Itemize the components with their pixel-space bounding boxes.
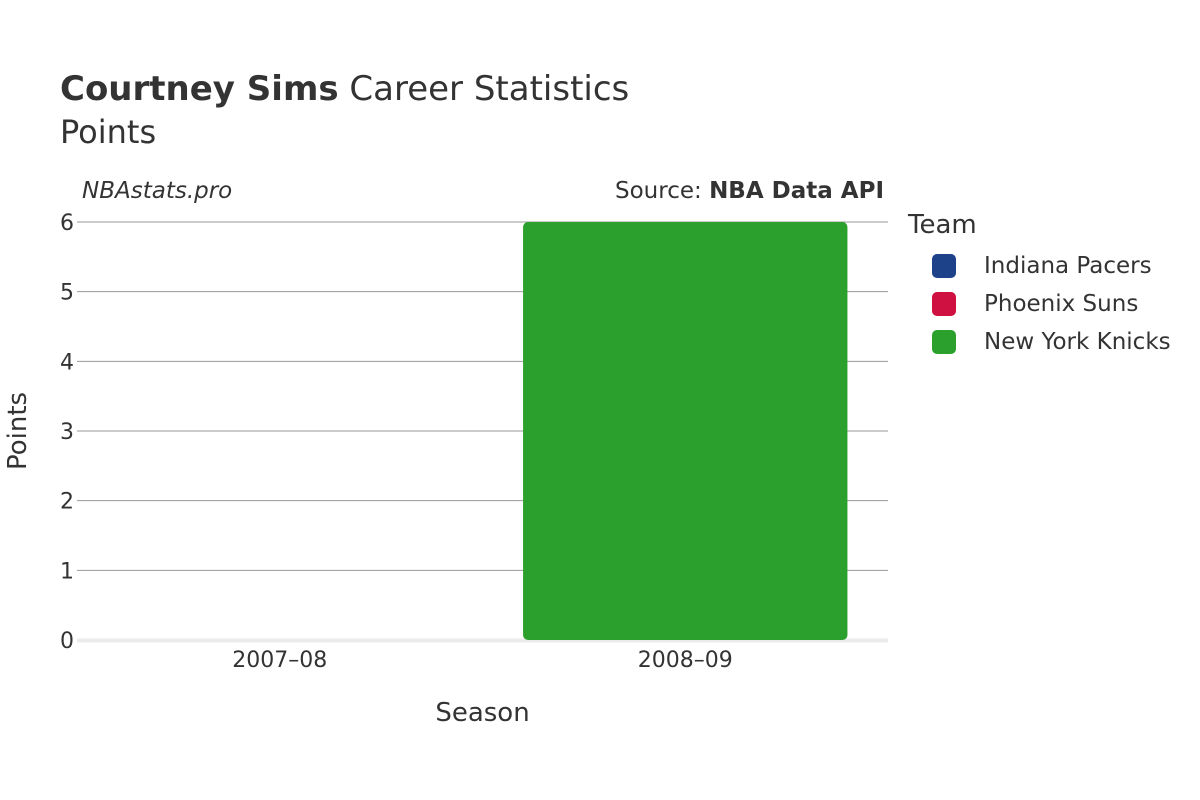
y-tick-label: 5 <box>60 281 74 306</box>
legend-label: Indiana Pacers <box>984 253 1152 279</box>
chart-title: Courtney Sims Career Statistics <box>60 68 629 110</box>
legend-item-indiana-pacers[interactable]: Indiana Pacers <box>932 253 1152 279</box>
bars <box>523 222 848 640</box>
legend-label: New York Knicks <box>984 329 1171 355</box>
legend-swatch-phoenix-suns <box>932 292 956 316</box>
source-prefix: Source: <box>615 178 710 204</box>
y-tick-label: 1 <box>60 559 74 584</box>
x-axis-title: Season <box>435 698 529 728</box>
source-credit: Source: NBA Data API <box>615 178 884 204</box>
y-tick-label: 3 <box>60 420 74 445</box>
y-tick-label: 6 <box>60 211 74 236</box>
axes: 0 1 2 3 4 5 6 2007–08 2008–09 Season Points <box>3 211 733 728</box>
legend-swatch-indiana-pacers <box>932 254 956 278</box>
legend-title: Team <box>908 210 977 240</box>
legend-item-phoenix-suns[interactable]: Phoenix Suns <box>932 291 1138 317</box>
source-name: NBA Data API <box>709 178 884 204</box>
x-tick-label: 2007–08 <box>232 648 327 673</box>
chart-title-player: Courtney Sims <box>60 69 339 109</box>
legend-label: Phoenix Suns <box>984 291 1139 317</box>
chart-title-rest: Career Statistics <box>338 69 630 109</box>
y-tick-label: 0 <box>60 629 74 654</box>
y-tick-label: 2 <box>60 490 74 515</box>
legend-item-new-york-knicks[interactable]: New York Knicks <box>932 329 1171 355</box>
legend-swatch-new-york-knicks <box>932 330 956 354</box>
y-axis-title: Points <box>3 392 33 470</box>
chart-subtitle: Points <box>60 113 157 151</box>
x-tick-label: 2008–09 <box>638 648 733 673</box>
bar <box>523 222 848 640</box>
y-tick-label: 4 <box>60 350 74 375</box>
watermark: NBAstats.pro <box>82 178 233 204</box>
